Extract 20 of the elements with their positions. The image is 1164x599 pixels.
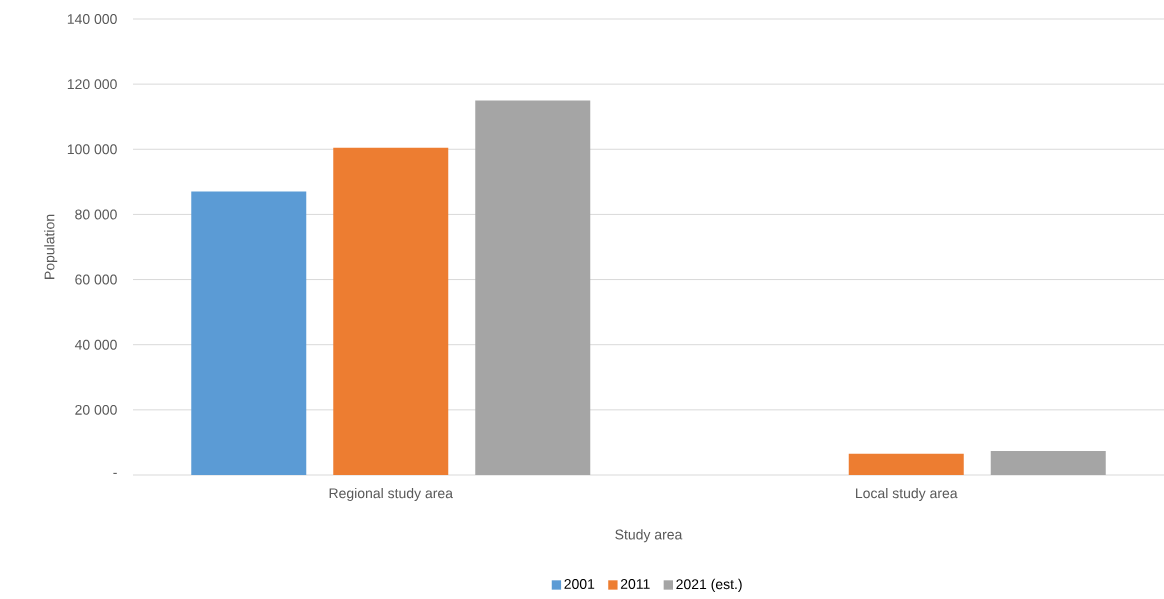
y-tick-label: 100 000 [67,144,117,155]
y-tick-label: 60 000 [75,274,117,285]
y-axis-title: Population [44,214,58,279]
x-axis-title: Study area [615,529,683,543]
legend-label: 2001 [564,579,595,589]
y-tick-label: 20 000 [75,404,117,415]
y-tick-label: 120 000 [67,79,117,90]
legend-label: 2011 [620,579,650,589]
bar [990,450,1106,475]
bar [475,100,591,475]
legend-label: 2021 (est.) [676,578,742,592]
y-tick-label: 140 000 [67,14,117,24]
x-tick-label: Local study area [856,487,958,501]
bar [191,191,307,475]
bar [848,453,964,475]
bar [333,147,449,475]
y-tick-label: 80 000 [75,209,117,220]
x-tick-label: Regional study area [329,487,453,501]
y-tick-label: - [113,472,117,474]
y-tick-label: 40 000 [74,339,117,350]
